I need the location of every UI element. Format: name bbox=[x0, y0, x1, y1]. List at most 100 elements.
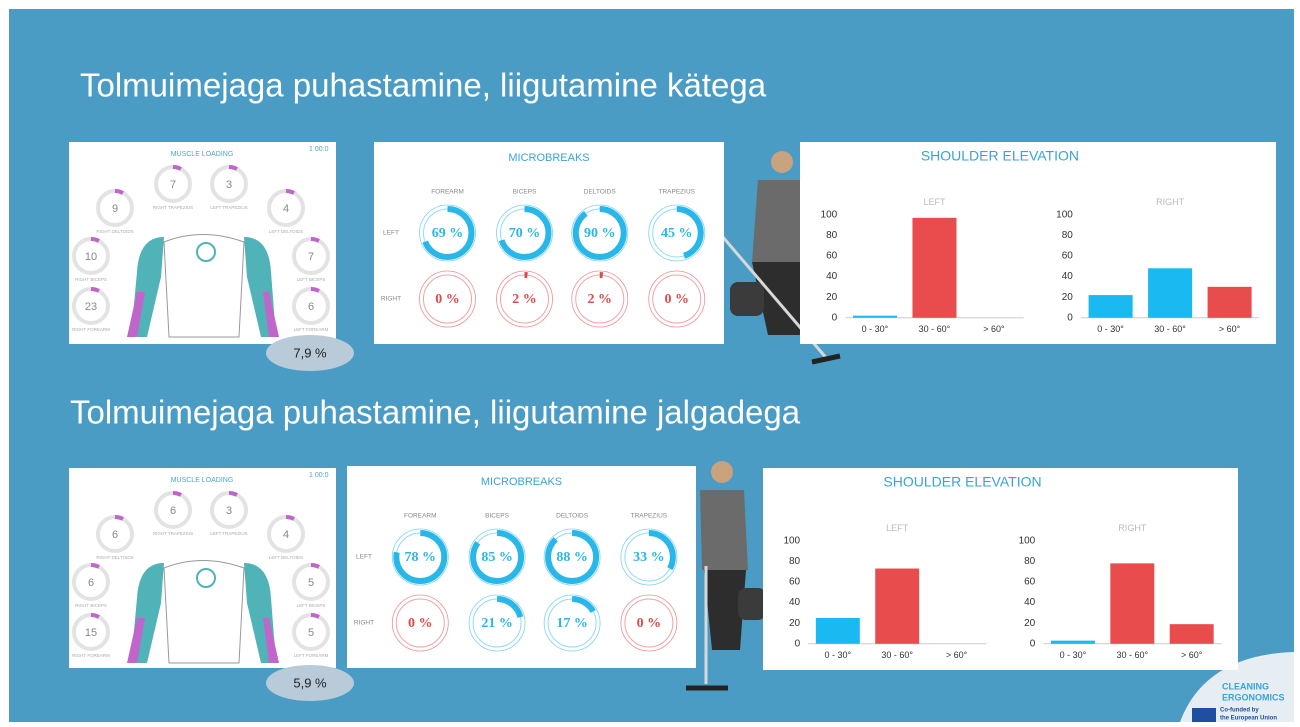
bar bbox=[1088, 295, 1133, 318]
muscle-ring-accent bbox=[310, 287, 320, 293]
muscle-ring-accent bbox=[114, 515, 124, 521]
bar bbox=[875, 568, 920, 644]
ring-label: 45 % bbox=[661, 226, 693, 241]
muscle-value: 6 bbox=[112, 529, 118, 541]
forearm bbox=[263, 618, 279, 663]
muscle-value: 7 bbox=[308, 251, 314, 263]
funding-text: the European Union bbox=[1220, 716, 1277, 722]
chart-title: RIGHT bbox=[1118, 523, 1147, 533]
ring-arc bbox=[420, 206, 475, 260]
muscle-value: 5 bbox=[308, 627, 314, 639]
shoulder-title: SHOULDER ELEVATION bbox=[921, 148, 1079, 164]
row-label: LEFT bbox=[383, 230, 399, 237]
muscle-label: RIGHT BICEPS bbox=[75, 277, 107, 282]
muscle-label: RIGHT FOREARM bbox=[72, 653, 110, 658]
ring-label: 78 % bbox=[405, 550, 437, 565]
ring-outline bbox=[391, 594, 449, 652]
muscle-ring-accent bbox=[172, 165, 182, 171]
muscle-label: LEFT FOREARM bbox=[294, 653, 329, 658]
muscle-label: LEFT BICEPS bbox=[297, 277, 326, 282]
ring-label: 0 % bbox=[435, 292, 460, 307]
ring-track bbox=[423, 274, 472, 324]
ring-track bbox=[652, 274, 702, 324]
ring-outline bbox=[391, 528, 449, 586]
muscle-value: 7 bbox=[170, 179, 176, 191]
muscle-ring-accent bbox=[114, 189, 124, 195]
x-tick-label: > 60° bbox=[946, 650, 968, 660]
muscle-label: RIGHT DELTOIDS bbox=[96, 229, 133, 234]
column-label: BICEPS bbox=[485, 513, 510, 520]
ring-outline bbox=[571, 270, 629, 328]
muscle-value: 5 bbox=[308, 577, 314, 589]
footer-badge bbox=[1180, 652, 1294, 722]
ring-arc bbox=[545, 596, 600, 650]
column-label: FOREARM bbox=[404, 513, 437, 520]
ring-label: 88 % bbox=[556, 550, 588, 565]
muscle-label: LEFT BICEPS bbox=[297, 603, 326, 608]
ring-arc bbox=[572, 206, 627, 260]
muscle-label: RIGHT DELTOIDS bbox=[96, 555, 133, 560]
column-label: TRAPEZIUS bbox=[659, 189, 696, 196]
ring-label: 90 % bbox=[584, 226, 616, 241]
worker-figure bbox=[686, 461, 766, 691]
muscle-ring-accent bbox=[228, 165, 238, 171]
y-tick-label: 0 bbox=[1030, 638, 1036, 649]
torso bbox=[163, 234, 245, 338]
muscle-label: RIGHT TRAPEZIUS bbox=[153, 531, 193, 536]
column-label: FOREARM bbox=[431, 189, 464, 196]
ring-label: 33 % bbox=[633, 550, 665, 565]
y-tick-label: 80 bbox=[789, 556, 801, 567]
ring-label: 0 % bbox=[637, 616, 662, 631]
body-illustration bbox=[127, 234, 279, 338]
bar bbox=[852, 315, 897, 318]
y-tick-label: 100 bbox=[1019, 535, 1036, 546]
muscle-ring-accent bbox=[90, 287, 100, 293]
muscle-value: 6 bbox=[308, 301, 314, 313]
muscle-value: 6 bbox=[170, 505, 176, 517]
shoulder-panel bbox=[800, 142, 1276, 344]
x-tick-label: 30 - 60° bbox=[1117, 650, 1149, 660]
y-tick-label: 80 bbox=[1062, 230, 1074, 241]
ring-outline bbox=[468, 528, 526, 586]
total-badge bbox=[266, 335, 354, 371]
microbreaks-title: MICROBREAKS bbox=[481, 476, 562, 488]
eu-flag bbox=[1192, 708, 1216, 722]
chart-title: LEFT bbox=[886, 523, 909, 533]
y-tick-label: 40 bbox=[789, 597, 801, 608]
muscle-label: LEFT FOREARM bbox=[294, 327, 329, 332]
bar bbox=[1169, 624, 1214, 644]
y-tick-label: 20 bbox=[1062, 292, 1074, 303]
section-title: Tolmuimejaga puhastamine, liigutamine kä… bbox=[80, 67, 767, 104]
muscle-ring-accent bbox=[172, 491, 182, 497]
ring-outline bbox=[419, 204, 476, 262]
y-tick-label: 80 bbox=[1024, 556, 1036, 567]
torso bbox=[163, 560, 245, 664]
ring-label: 17 % bbox=[556, 616, 588, 631]
ring-track bbox=[624, 598, 674, 648]
muscle-label: LEFT TRAPEZIUS bbox=[210, 205, 247, 210]
muscle-value: 9 bbox=[112, 203, 118, 215]
ring-arc bbox=[497, 272, 552, 326]
muscle-label: LEFT DELTOIDS bbox=[269, 229, 303, 234]
y-tick-label: 60 bbox=[826, 251, 838, 262]
y-tick-label: 80 bbox=[826, 230, 838, 241]
row-label: LEFT bbox=[356, 554, 372, 561]
muscle-ring-accent bbox=[228, 491, 238, 497]
ring-outline bbox=[648, 204, 706, 262]
y-tick-label: 40 bbox=[1024, 597, 1036, 608]
y-tick-label: 20 bbox=[1024, 618, 1036, 629]
column-label: DELTOIDS bbox=[584, 189, 617, 196]
row-label: RIGHT bbox=[354, 620, 374, 627]
timer: 1 00:0 bbox=[309, 146, 329, 153]
muscle-label: LEFT DELTOIDS bbox=[269, 555, 303, 560]
muscle-ring-accent bbox=[310, 613, 320, 619]
total-value: 7,9 % bbox=[293, 345, 327, 360]
chart-title: RIGHT bbox=[1156, 197, 1185, 207]
muscle-label: RIGHT BICEPS bbox=[75, 603, 107, 608]
x-tick-label: > 60° bbox=[983, 324, 1005, 334]
ring-outline bbox=[468, 594, 526, 652]
center-gauge bbox=[196, 242, 216, 262]
ring-outline bbox=[571, 204, 629, 262]
x-tick-label: 0 - 30° bbox=[1097, 324, 1124, 334]
